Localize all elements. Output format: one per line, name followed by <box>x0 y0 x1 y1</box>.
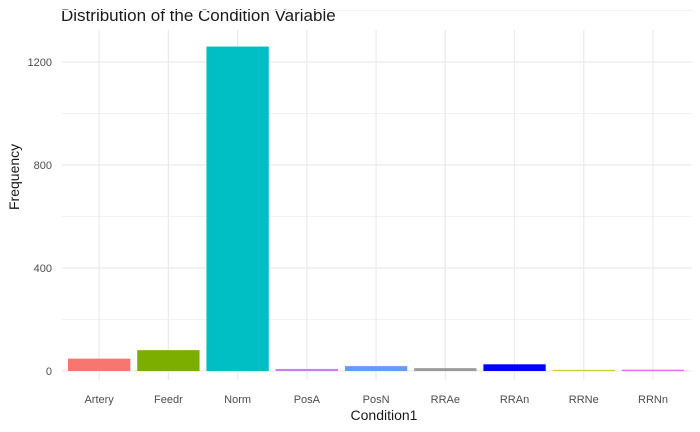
bar-feedr <box>137 350 200 371</box>
x-tick-label: RRNn <box>638 394 668 406</box>
bar-posn <box>344 366 408 371</box>
x-axis-label: Condition1 <box>350 407 418 423</box>
x-tick-label: Artery <box>84 394 114 406</box>
bar-posa <box>275 368 338 371</box>
y-tick-label: 1200 <box>28 57 52 69</box>
bar-rrnn <box>621 369 685 371</box>
bar-rrae <box>414 368 477 371</box>
x-tick-label: Norm <box>224 394 251 406</box>
x-tick-label: RRAe <box>431 394 460 406</box>
y-tick-label: 0 <box>46 366 52 378</box>
bar-rran <box>483 364 546 371</box>
bar-rrne <box>552 369 615 371</box>
bar-norm <box>206 46 269 372</box>
y-tick-label: 800 <box>34 160 52 172</box>
x-tick-label: RRNe <box>569 394 599 406</box>
y-axis-label: Frequency <box>6 143 22 210</box>
bar-artery <box>68 358 131 371</box>
x-tick-label: Feedr <box>154 394 183 406</box>
x-tick-label: PosN <box>363 394 390 406</box>
x-tick-label: RRAn <box>500 394 529 406</box>
y-tick-label: 400 <box>34 263 52 275</box>
x-tick-label: PosA <box>294 394 321 406</box>
